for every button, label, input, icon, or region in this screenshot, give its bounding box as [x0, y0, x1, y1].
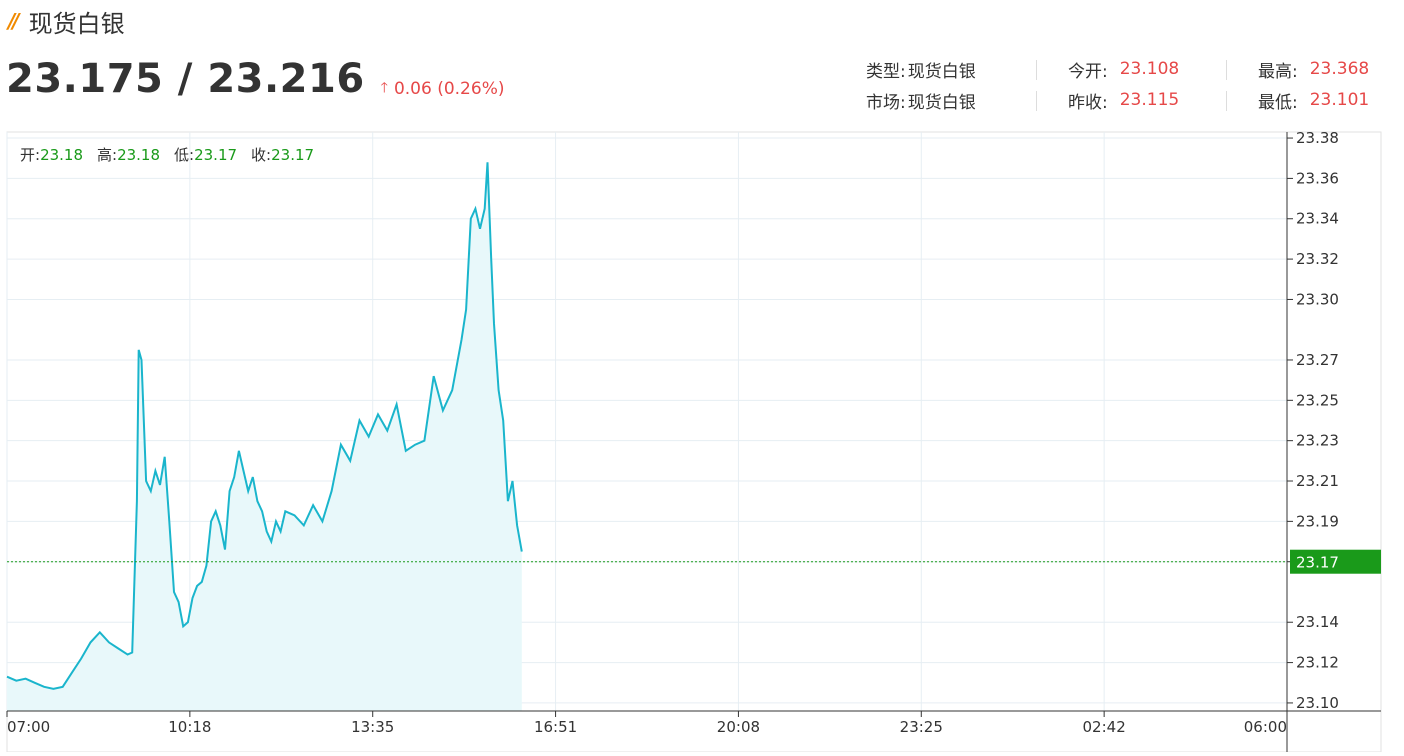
- y-tick-label: 23.32: [1296, 250, 1339, 268]
- info-prev-close: 昨收: 23.115: [1068, 89, 1180, 113]
- info-prev-close-label: 昨收:: [1068, 92, 1108, 113]
- y-tick-label: 23.34: [1296, 210, 1339, 228]
- series-area: [7, 162, 522, 712]
- price-change: 🡑 0.06 (0.26%): [381, 77, 505, 101]
- x-tick-label: 10:18: [168, 718, 211, 736]
- y-tick-label: 23.10: [1296, 694, 1339, 712]
- series-line: [6, 162, 523, 690]
- ohlc-high-label: 高:: [97, 146, 118, 164]
- info-high: 最高: 23.368: [1258, 58, 1370, 82]
- x-tick-label: 16:51: [534, 718, 577, 736]
- divider: [1036, 91, 1037, 111]
- y-tick-label: 23.21: [1296, 472, 1339, 490]
- x-tick-label: 07:00: [7, 718, 50, 736]
- ohlc-low-label: 低:: [174, 146, 195, 164]
- y-tick-label: 23.38: [1296, 129, 1339, 147]
- y-tick-label: 23.36: [1296, 169, 1339, 187]
- page-title: 现货白银: [28, 9, 125, 38]
- arrow-up-icon: 🡑: [380, 80, 388, 96]
- info-type-value: 现货白银: [907, 61, 976, 82]
- ohlc-low: 低:23.17: [174, 144, 237, 165]
- current-price-tag-label: 23.17: [1296, 554, 1339, 572]
- info-high-value: 23.368: [1309, 59, 1370, 79]
- current-price-tag-bg: [1290, 549, 1381, 574]
- y-tick-label: 23.23: [1296, 432, 1339, 450]
- ohlc-close: 收:23.17: [251, 144, 314, 165]
- y-tick-label: 23.14: [1296, 613, 1339, 631]
- y-tick-label: 23.30: [1296, 290, 1339, 308]
- y-tick-label: 23.12: [1296, 654, 1339, 672]
- info-low: 最低: 23.101: [1258, 89, 1370, 113]
- ohlc-open-label: 开:: [20, 146, 41, 164]
- info-prev-close-value: 23.115: [1119, 90, 1180, 110]
- x-tick-label: 20:08: [717, 718, 760, 736]
- ohlc-readout: 开:23.18 高:23.18 低:23.17 收:23.17: [20, 144, 314, 165]
- quote-info-panel: 类型: 现货白银 市场: 现货白银 今开: 23.108 昨收: 23.115 …: [0, 58, 1404, 118]
- y-tick-label: 23.25: [1296, 391, 1339, 409]
- info-open-label: 今开:: [1068, 61, 1108, 82]
- divider: [1226, 60, 1227, 80]
- price-row: 23.175 / 23.216 🡑 0.06 (0.26%): [6, 56, 504, 102]
- y-tick-label: 23.19: [1296, 512, 1339, 530]
- divider: [1226, 91, 1227, 111]
- x-axis: 07:00 10:18 13:35 16:51 20:08 23:25 02:42 06:00: [6, 710, 1381, 736]
- info-open: 今开: 23.108: [1068, 58, 1180, 82]
- bid-ask-price: 23.175 / 23.216: [6, 56, 365, 102]
- brand-slash-icon: //: [8, 9, 19, 33]
- info-market-label: 市场:: [866, 92, 906, 113]
- divider: [1036, 60, 1037, 80]
- info-type: 类型: 现货白银: [866, 58, 976, 82]
- x-tick-label: 23:25: [900, 718, 943, 736]
- ohlc-high: 高:23.18: [97, 144, 160, 165]
- ohlc-open-value: 23.18: [40, 146, 84, 164]
- title-bar: // 现货白银: [8, 4, 125, 38]
- info-type-label: 类型:: [866, 61, 906, 82]
- info-high-label: 最高:: [1258, 61, 1298, 82]
- ohlc-low-value: 23.17: [194, 146, 238, 164]
- x-tick-label: 06:00: [1244, 718, 1287, 736]
- info-low-value: 23.101: [1309, 90, 1370, 110]
- info-market: 市场: 现货白银: [866, 89, 976, 113]
- info-low-label: 最低:: [1258, 92, 1298, 113]
- current-price-tag: 23.17: [1290, 549, 1381, 574]
- price-change-value: 0.06 (0.26%): [393, 79, 505, 99]
- y-axis: 23.10 23.12 23.14 23.17 23.19 23.21 23.23 23.25…: [1286, 129, 1339, 752]
- y-tick-label: 23.27: [1296, 351, 1339, 369]
- ohlc-high-value: 23.18: [117, 146, 161, 164]
- ohlc-close-value: 23.17: [271, 146, 315, 164]
- info-open-value: 23.108: [1119, 59, 1180, 79]
- ohlc-open: 开:23.18: [20, 144, 83, 165]
- x-tick-label: 13:35: [351, 718, 394, 736]
- ohlc-close-label: 收:: [251, 146, 272, 164]
- info-market-value: 现货白银: [907, 92, 976, 113]
- x-tick-label: 02:42: [1083, 718, 1126, 736]
